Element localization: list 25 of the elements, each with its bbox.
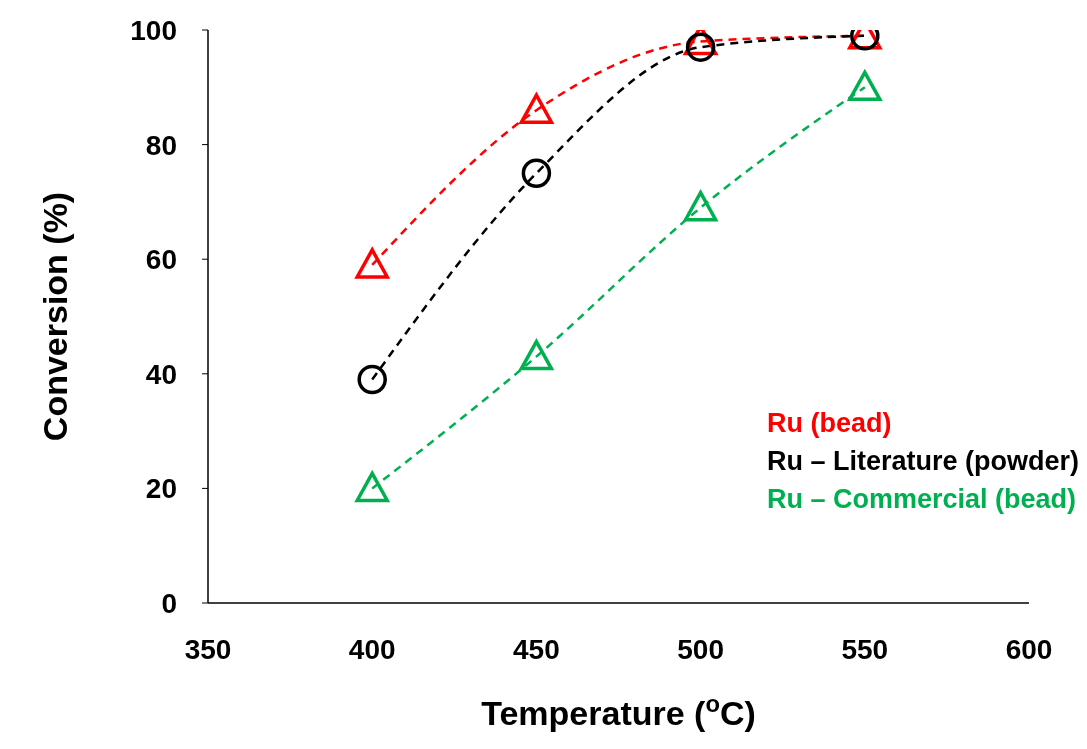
point <box>521 158 552 188</box>
y-tick-label: 80 <box>145 129 177 161</box>
x-tick-label: 400 <box>348 633 396 665</box>
y-tick-label: 40 <box>145 358 177 390</box>
x-tick-label: 450 <box>513 633 560 665</box>
y-tick-label: 0 <box>161 587 177 619</box>
x-tick-label: 350 <box>184 633 232 665</box>
y-tick-label: 100 <box>130 14 177 46</box>
point <box>354 469 390 503</box>
y-tick-label: 20 <box>145 473 177 505</box>
x-tick-label: 500 <box>677 633 724 665</box>
point <box>519 93 554 124</box>
point <box>357 364 387 395</box>
y-axis-title: Conversion (%) <box>35 191 74 442</box>
point <box>683 190 718 222</box>
text: Ru – Commercial (bead) <box>766 483 1078 516</box>
point <box>519 339 554 371</box>
x-tick-label: 600 <box>1005 633 1053 665</box>
point <box>355 248 389 279</box>
point <box>685 32 716 62</box>
text: Ru (bead) <box>766 407 893 440</box>
y-tick-label: 60 <box>145 244 177 276</box>
text: Ru – Literature (powder) <box>766 445 1079 478</box>
x-tick-label: 550 <box>841 633 889 665</box>
x-axis-title: Temperature ($^{o}$C) <box>481 689 756 732</box>
